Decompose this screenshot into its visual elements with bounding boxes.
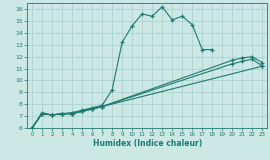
X-axis label: Humidex (Indice chaleur): Humidex (Indice chaleur) xyxy=(93,139,202,148)
